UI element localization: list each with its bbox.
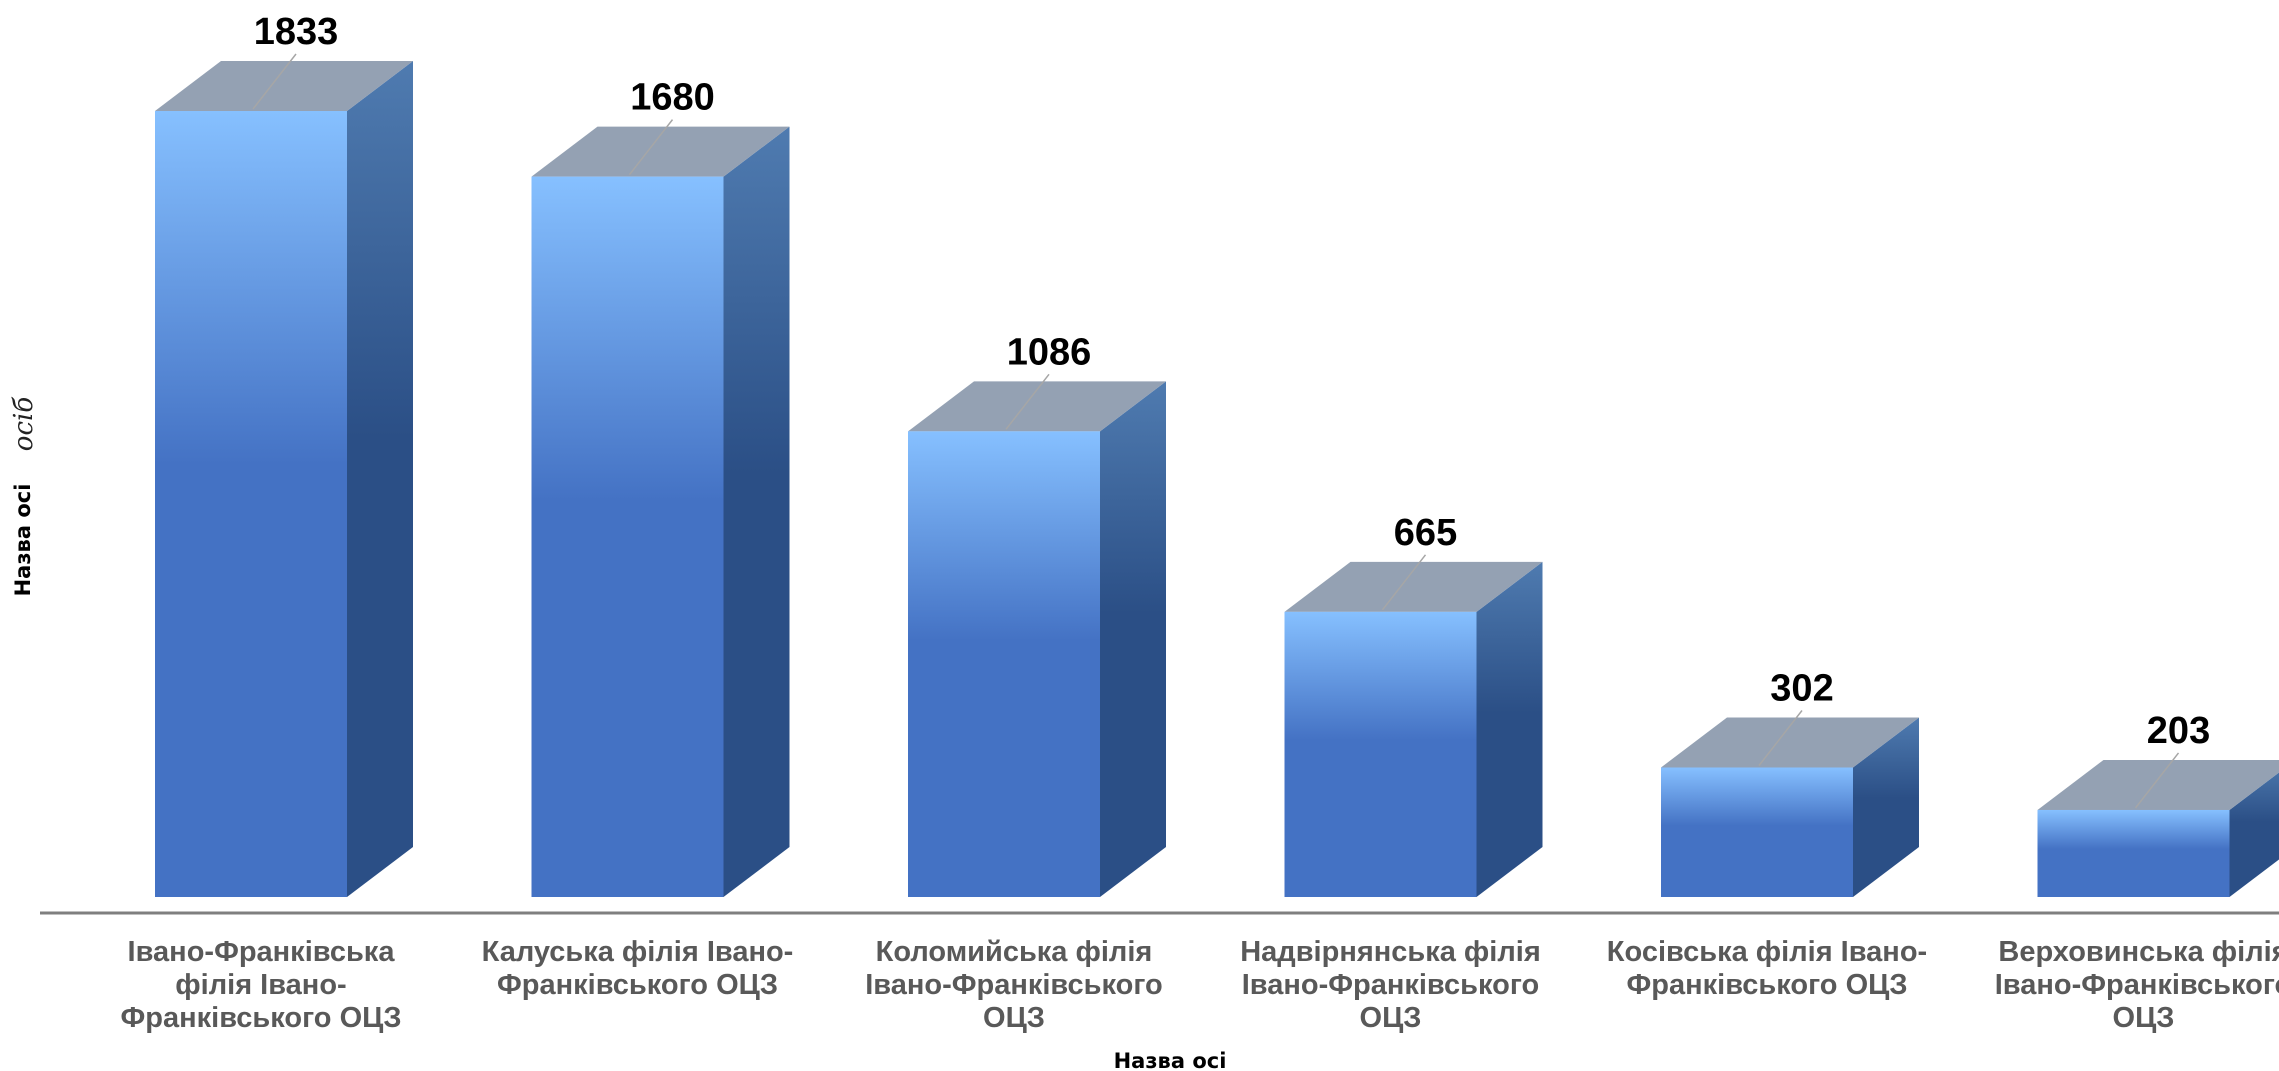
- data-label-leader: [1381, 554, 1427, 611]
- bars-layer: 1833 1680 1086 665 302 203: [155, 11, 2279, 898]
- category-label-line: Коломийська філія: [876, 936, 1153, 968]
- y-axis-title: Назва осі: [11, 484, 35, 597]
- category-label: Івано-Франківська філія Івано-Франківсько…: [121, 936, 402, 1034]
- category-labels: Івано-Франківська філія Івано-Франківсько…: [121, 936, 2279, 1034]
- data-label-leader: [1005, 373, 1050, 430]
- bar-side-face: [1853, 717, 1919, 897]
- category-label-line: Франківського ОЦЗ: [1627, 969, 1908, 1001]
- data-label: 203: [2147, 710, 2210, 752]
- data-label-leader: [1758, 710, 1803, 766]
- category-label-line: Франківського ОЦЗ: [497, 969, 778, 1001]
- bar-top-face: [2037, 759, 2279, 810]
- data-label-leader: [2134, 752, 2180, 809]
- category-label: Верховинська філія Івано-Франківського ОЦЗ: [1995, 936, 2279, 1034]
- category-label-line: Калуська філія Івано-: [482, 936, 794, 968]
- bar-top-face: [908, 381, 1166, 432]
- bar-side-face: [1476, 561, 1543, 897]
- bar-front-face: [1661, 767, 1853, 897]
- bar-side-face: [1100, 381, 1166, 897]
- y-axis-unit: осіб: [9, 397, 39, 452]
- bar-2: 1680: [531, 77, 790, 898]
- category-label: Косівська філія Івано-Франківського ОЦЗ: [1607, 936, 1927, 1001]
- data-label: 665: [1394, 512, 1457, 554]
- bar-side-face: [723, 126, 790, 898]
- data-label-leader: [252, 53, 297, 110]
- bar-side-face: [347, 61, 413, 897]
- category-label-line: Франківського ОЦЗ: [121, 1002, 402, 1034]
- category-label-line: Івано-Франківська: [128, 936, 396, 968]
- category-label: Коломийська філія Івано-Франківського ОЦЗ: [865, 936, 1163, 1034]
- category-label: Калуська філія Івано-Франківського ОЦЗ: [482, 936, 794, 1001]
- bar-4: 665: [1284, 512, 1543, 897]
- bar-3: 1086: [908, 331, 1166, 897]
- category-label-line: філія Івано-: [175, 969, 346, 1001]
- category-label-line: Івано-Франківського: [1995, 969, 2279, 1001]
- category-label-line: ОЦЗ: [1360, 1002, 1422, 1034]
- data-label: 1680: [630, 77, 715, 119]
- data-label: 302: [1770, 668, 1833, 710]
- bar-side-face: [2229, 772, 2279, 897]
- data-label-leader: [628, 119, 674, 176]
- bar-front-face: [2037, 809, 2230, 897]
- bar-top-face: [155, 61, 413, 111]
- bar-front-face: [1284, 611, 1477, 897]
- bar-top-face: [531, 126, 790, 177]
- bar-front-face: [531, 176, 724, 898]
- data-label: 1833: [254, 11, 339, 53]
- y-axis-title-group: Назва осі осіб: [9, 397, 39, 597]
- category-label-line: Надвірнянська філія: [1240, 936, 1541, 968]
- category-label-line: Івано-Франківського: [1242, 969, 1540, 1001]
- bar-6: 203: [2037, 710, 2279, 897]
- category-label: Надвірнянська філія Івано-Франківського ОЦ…: [1240, 936, 1541, 1034]
- bar-top-face: [1661, 717, 1919, 768]
- bar-front-face: [155, 111, 347, 897]
- category-label-line: ОЦЗ: [983, 1002, 1045, 1034]
- bar-top-face: [1284, 561, 1543, 612]
- category-label-line: Івано-Франківського: [865, 969, 1163, 1001]
- category-label-line: Косівська філія Івано-: [1607, 936, 1927, 968]
- category-label-line: Верховинська філія: [1998, 936, 2279, 968]
- bar-1: 1833: [155, 11, 413, 897]
- x-axis-title: Назва осі: [1114, 1049, 1227, 1071]
- bar-front-face: [908, 431, 1100, 897]
- data-label: 1086: [1007, 331, 1092, 373]
- category-label-line: ОЦЗ: [2113, 1002, 2175, 1034]
- bar-5: 302: [1661, 668, 1919, 897]
